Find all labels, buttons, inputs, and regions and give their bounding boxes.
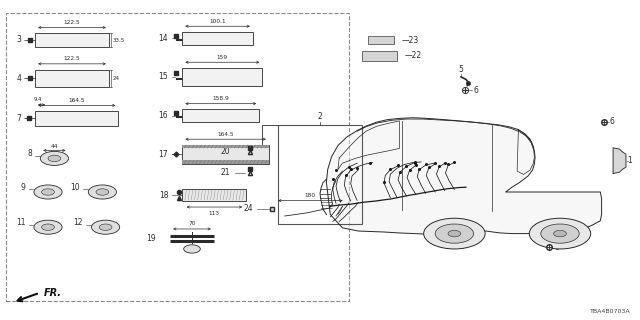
Text: 7: 7 [16,114,21,123]
Circle shape [448,230,461,237]
Text: 180: 180 [305,193,316,198]
Text: TBA4B0703A: TBA4B0703A [590,308,630,314]
Circle shape [42,224,54,230]
Text: 44: 44 [51,144,58,149]
Text: 6: 6 [474,86,479,95]
Text: 70: 70 [188,221,196,227]
Text: 11: 11 [16,218,26,227]
Text: 3: 3 [16,36,21,44]
Text: 9: 9 [20,183,26,192]
Text: —23: —23 [401,36,419,45]
Circle shape [34,185,62,199]
Text: —22: —22 [404,52,422,60]
Text: 21: 21 [221,168,230,177]
Text: 16: 16 [159,111,168,120]
Bar [35,33,109,47]
Circle shape [554,230,566,237]
Circle shape [40,151,68,165]
Text: 158.9: 158.9 [212,96,229,101]
Circle shape [435,224,474,243]
Bar [182,109,259,122]
Text: 24: 24 [113,76,120,81]
Bar [182,145,269,148]
Text: 18: 18 [159,191,168,200]
Text: 10: 10 [70,183,80,192]
Polygon shape [613,148,626,173]
Text: 2: 2 [317,112,323,121]
Text: 1: 1 [627,156,632,165]
Text: 100.1: 100.1 [209,19,226,24]
Circle shape [184,245,200,253]
Text: 113: 113 [209,211,220,216]
Text: 8: 8 [28,149,32,158]
Text: 6: 6 [554,243,559,252]
Bar [182,189,246,201]
Text: FR.: FR. [44,288,61,298]
Bar [182,145,269,164]
Circle shape [88,185,116,199]
Bar [368,36,394,44]
Circle shape [99,224,112,230]
Bar [278,125,362,224]
Circle shape [92,220,120,234]
Text: 20: 20 [221,148,230,156]
Text: 24: 24 [243,204,253,213]
Bar [35,111,118,125]
Text: 159: 159 [217,55,228,60]
Bar [182,160,269,164]
Circle shape [529,218,591,249]
Bar [182,68,262,85]
Text: 9.4: 9.4 [33,97,42,102]
Text: 14: 14 [159,34,168,43]
Text: 4: 4 [16,74,21,83]
Text: 17: 17 [159,150,168,159]
Text: 33.5: 33.5 [113,37,125,43]
Text: 164.5: 164.5 [68,98,85,103]
Bar [6,13,349,301]
Text: 12: 12 [74,218,83,227]
Text: 19: 19 [147,234,156,243]
Text: 122.5: 122.5 [63,56,81,61]
Text: 15: 15 [159,72,168,81]
Circle shape [541,224,579,243]
Polygon shape [326,118,602,234]
Bar [35,69,109,87]
Bar [182,32,253,45]
Circle shape [42,189,54,195]
Text: 122.5: 122.5 [63,20,81,25]
Bar [362,51,397,61]
Circle shape [96,189,109,195]
Circle shape [424,218,485,249]
Text: 6: 6 [609,117,614,126]
Text: 5: 5 [458,65,463,74]
Circle shape [48,155,61,162]
Text: 164.5: 164.5 [218,132,234,137]
Circle shape [34,220,62,234]
